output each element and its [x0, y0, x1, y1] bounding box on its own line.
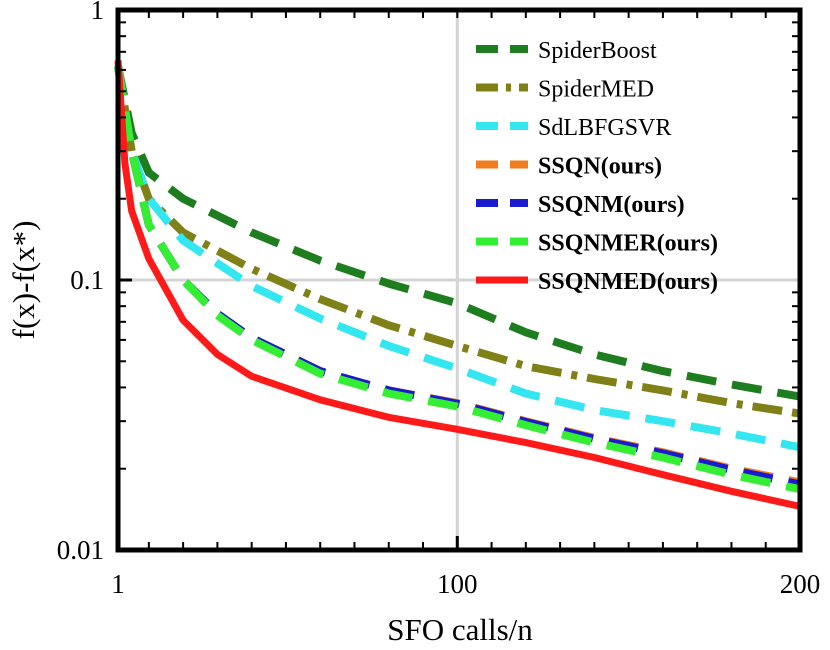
legend-label-sdlbfgsvr: SdLBFGSVR — [538, 115, 671, 141]
grid-layer — [118, 10, 800, 550]
series-layer — [114, 60, 801, 510]
x-tick-label: 100 — [437, 569, 478, 599]
legend-label-ssqn-ours: SSQN(ours) — [538, 154, 662, 180]
y-axis-label: f(x)-f(x*) — [6, 221, 41, 340]
legend-label-spidermed: SpiderMED — [538, 77, 654, 103]
y-tick-label: 0.1 — [70, 265, 104, 295]
series-line-ssqnmed-ours — [114, 60, 801, 510]
legend: SpiderBoost SpiderMED SdLBFGSVR SSQN(ours) S… — [476, 38, 718, 295]
legend-label-ssqnmed-ours: SSQNMED(ours) — [538, 269, 718, 295]
legend-label-ssqnm-ours: SSQNM(ours) — [538, 192, 685, 218]
plot-frame — [115, 7, 803, 553]
series-line-spidermed — [114, 65, 801, 418]
x-axis-label: SFO calls/n — [387, 612, 533, 647]
y-tick-label: 1 — [91, 0, 105, 25]
x-tick-label: 200 — [780, 569, 821, 599]
x-tick-label: 1 — [111, 569, 125, 599]
legend-label-spiderboost: SpiderBoost — [538, 38, 657, 64]
series-line-sdlbfgsvr — [114, 65, 801, 452]
series-line-ssqnmer-ours — [114, 65, 801, 494]
series-line-spiderboost — [114, 65, 801, 401]
y-tick-label: 0.01 — [57, 535, 104, 565]
legend-label-ssqnmer-ours: SSQNMER(ours) — [538, 231, 718, 257]
axes-layer: 1 100 200 1 0.1 0.01 — [57, 0, 821, 599]
